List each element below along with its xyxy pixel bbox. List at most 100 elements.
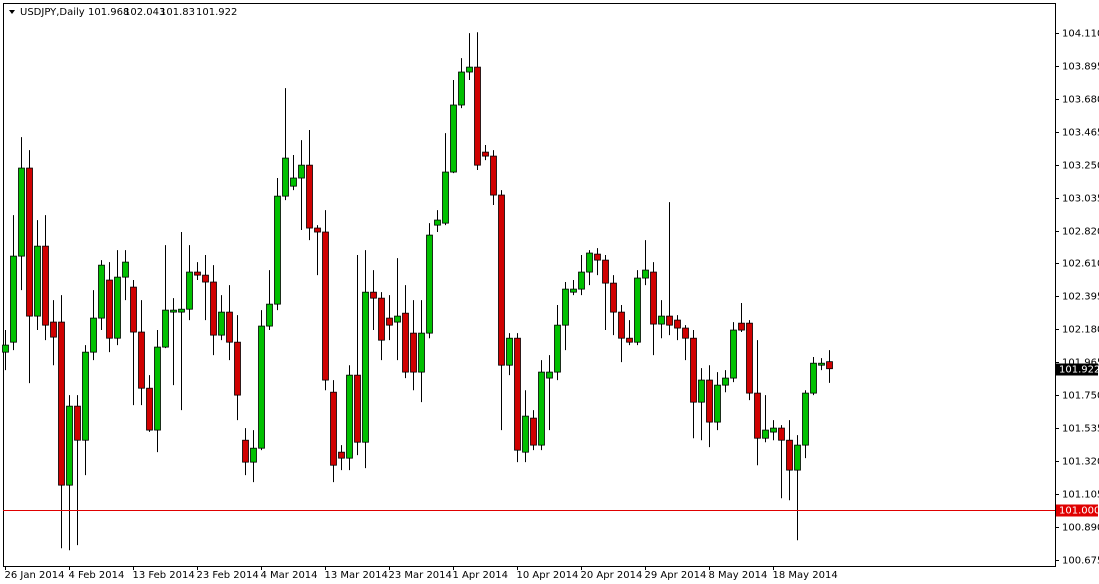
candle-body [682, 327, 689, 339]
candle-body [74, 405, 81, 441]
x-tick-label: 18 May 2014 [773, 570, 838, 581]
menu-arrow [9, 10, 15, 14]
candle-body [138, 331, 145, 389]
candle-body [378, 297, 385, 341]
candle-body [730, 329, 737, 379]
candle-body [626, 337, 633, 343]
candle-body [570, 288, 577, 293]
candle-body [50, 321, 57, 338]
candle-body [546, 371, 553, 379]
candle-body [722, 377, 729, 386]
candle-body [674, 319, 681, 329]
candle-body [226, 311, 233, 343]
candle-body [762, 429, 769, 439]
y-tick-label: 101.965 [1062, 358, 1099, 369]
candle-body [610, 282, 617, 313]
x-tick-label: 26 Jan 2014 [5, 570, 65, 581]
candle-body [586, 252, 593, 273]
candle-body [466, 66, 473, 73]
candle-body [474, 66, 481, 166]
candle-body [322, 231, 329, 381]
candle-body [538, 371, 545, 446]
candle-body [82, 351, 89, 441]
candle-body [818, 362, 825, 366]
candle-body [770, 427, 777, 433]
candle-body [402, 312, 409, 373]
candle-body [450, 104, 457, 173]
candle-body [554, 324, 561, 373]
candle-body [802, 392, 809, 446]
candle-body [66, 405, 73, 486]
header-open: 101.968 [88, 7, 129, 18]
candle-body [42, 245, 49, 326]
candle-body [666, 315, 673, 326]
candle-body [778, 427, 785, 441]
x-tick-label: 4 Feb 2014 [69, 570, 125, 581]
x-tick-label: 13 Mar 2014 [325, 570, 388, 581]
candle-body [426, 234, 433, 334]
chart-title: USDJPY,Daily [20, 7, 85, 18]
candle-body [578, 271, 585, 290]
candle-body [810, 362, 817, 394]
y-tick-label: 101.320 [1062, 457, 1099, 468]
candle-body [202, 274, 209, 283]
candle-body [2, 344, 9, 353]
candle-body [362, 291, 369, 443]
candle-body [218, 311, 225, 336]
candle-body [394, 315, 401, 323]
y-tick-label: 103.680 [1062, 95, 1099, 106]
candle-body [106, 279, 113, 339]
y-tick-label: 102.820 [1062, 227, 1099, 238]
y-tick-label: 101.535 [1062, 424, 1099, 435]
candle-body [826, 361, 833, 370]
y-tick-label: 103.465 [1062, 128, 1099, 139]
candle-body [386, 317, 393, 326]
candle-body [266, 303, 273, 327]
candle-body [258, 325, 265, 449]
candle-body [594, 253, 601, 261]
candle-body [506, 337, 513, 366]
candle-body [130, 286, 137, 333]
candle-body [98, 264, 105, 319]
candle-body [274, 195, 281, 305]
candle-body [346, 374, 353, 459]
candle-body [154, 346, 161, 431]
candle-body [298, 164, 305, 179]
candle-body [482, 151, 489, 157]
candle-body [458, 71, 465, 106]
plot-frame [3, 3, 1056, 567]
candle-body [18, 167, 25, 257]
candle-body [250, 447, 257, 463]
candle-body [498, 194, 505, 366]
x-tick-label: 8 May 2014 [709, 570, 768, 581]
candle-body [146, 387, 153, 431]
candle-body [786, 439, 793, 471]
candle-body [370, 291, 377, 299]
candle-body [162, 309, 169, 348]
candle-body [194, 271, 201, 276]
y-tick-label: 100.675 [1062, 556, 1099, 567]
candle-body [442, 171, 449, 224]
candle-body [170, 309, 177, 313]
y-tick-label: 103.250 [1062, 161, 1099, 172]
header-close: 101.922 [196, 7, 237, 18]
candle-body [642, 269, 649, 279]
candle-body [410, 332, 417, 373]
y-tick-label: 101.750 [1062, 391, 1099, 402]
y-tick-label: 101.105 [1062, 490, 1099, 501]
y-tick-label: 103.895 [1062, 62, 1099, 73]
candle-body [658, 315, 665, 325]
candle-body [10, 255, 17, 343]
y-tick-label: 104.110 [1062, 29, 1099, 40]
candle-body [746, 322, 753, 394]
price-label-box [1056, 363, 1098, 376]
candle-body [530, 417, 537, 446]
header-low: 101.83 [160, 7, 195, 18]
candle-body [330, 391, 337, 466]
header-high: 102.043 [124, 7, 165, 18]
candle-body [354, 374, 361, 443]
x-tick-label: 13 Feb 2014 [133, 570, 195, 581]
x-tick-label: 10 Apr 2014 [517, 570, 579, 581]
candle-body [306, 164, 313, 229]
